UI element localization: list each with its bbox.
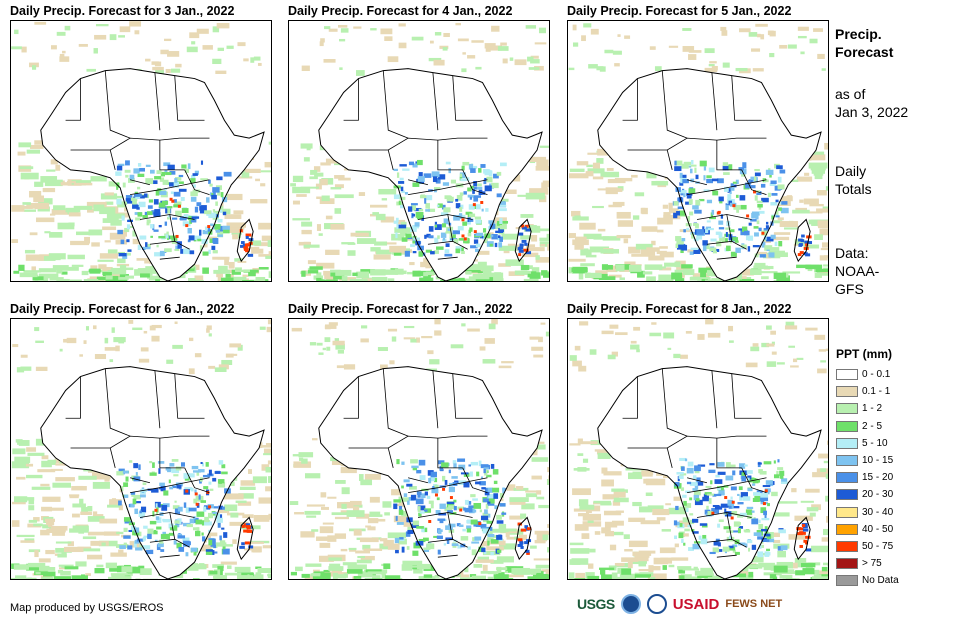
legend-label: 20 - 30 (862, 489, 894, 501)
data-source-label: Data: (835, 245, 869, 261)
legend-label: 50 - 75 (862, 540, 894, 552)
panel-title: Daily Precip. Forecast for 5 Jan., 2022 (567, 4, 792, 18)
legend-label: 2 - 5 (862, 420, 883, 432)
land-precip-layer (116, 459, 254, 557)
totals-label-2: Totals (835, 181, 872, 197)
land-precip-layer (393, 458, 532, 556)
legend-swatch (836, 472, 858, 484)
legend-item: 15 - 20 (836, 469, 899, 486)
legend-swatch (836, 575, 858, 587)
land-precip-layer (115, 160, 254, 259)
legend-label: 15 - 20 (862, 472, 894, 484)
legend-item: 0.1 - 1 (836, 383, 899, 400)
as-of-label: as of (835, 86, 866, 102)
usgs-logo: USGS (577, 596, 615, 612)
precip-map (288, 318, 550, 580)
legend-label: 40 - 50 (862, 523, 894, 535)
noaa-logo-icon (620, 594, 641, 614)
precip-map (10, 318, 272, 580)
forecast-panel: Daily Precip. Forecast for 5 Jan., 2022 (567, 4, 829, 282)
land-precip-layer (393, 159, 532, 257)
precip-map (10, 20, 272, 282)
legend-label: 10 - 15 (862, 455, 894, 467)
legend-swatch (836, 455, 858, 467)
credit-text: Map produced by USGS/EROS (10, 602, 164, 614)
forecast-panel: Daily Precip. Forecast for 7 Jan., 2022 (288, 302, 550, 580)
legend-label: 0.1 - 1 (862, 386, 891, 398)
panel-title: Daily Precip. Forecast for 8 Jan., 2022 (567, 302, 792, 316)
panel-title: Daily Precip. Forecast for 4 Jan., 2022 (288, 4, 513, 18)
usaid-logo: USAID (672, 595, 720, 613)
legend-swatch (836, 523, 858, 535)
panel-title: Daily Precip. Forecast for 6 Jan., 2022 (10, 302, 235, 316)
legend-item: 30 - 40 (836, 504, 899, 521)
africa-landmass (597, 68, 822, 281)
precip-map (567, 318, 829, 580)
forecast-panel: Daily Precip. Forecast for 4 Jan., 2022 (288, 4, 550, 282)
land-precip-layer (672, 159, 813, 258)
legend-swatch (836, 506, 858, 518)
legend-label: > 75 (862, 558, 882, 570)
panel-title: Daily Precip. Forecast for 3 Jan., 2022 (10, 4, 235, 18)
as-of-date: Jan 3, 2022 (835, 104, 909, 120)
forecast-panel: Daily Precip. Forecast for 8 Jan., 2022 (567, 302, 829, 580)
land-precip-layer (673, 457, 812, 558)
legend-swatch (836, 437, 858, 449)
panel-title: Daily Precip. Forecast for 7 Jan., 2022 (288, 302, 513, 316)
legend-item: 0 - 0.1 (836, 366, 899, 383)
logo-strip: USGS USAID FEWS NET (577, 594, 782, 614)
legend-item: 40 - 50 (836, 521, 899, 538)
legend-item: > 75 (836, 555, 899, 572)
legend-swatch (836, 403, 858, 415)
side-title-2: Forecast (835, 44, 894, 60)
totals-label-1: Daily (835, 163, 867, 179)
fews-net-logo: FEWS NET (725, 598, 783, 610)
precip-map (567, 20, 829, 282)
legend: 0 - 0.1 0.1 - 1 1 - 2 2 - 5 5 - 10 10 - 15 15 … (836, 366, 899, 589)
legend-item: 10 - 15 (836, 452, 899, 469)
forecast-panel: Daily Precip. Forecast for 3 Jan., 2022 (10, 4, 272, 282)
legend-swatch (836, 540, 858, 552)
legend-item: 5 - 10 (836, 435, 899, 452)
legend-swatch (836, 369, 858, 381)
legend-title: PPT (mm) (836, 347, 893, 361)
legend-swatch (836, 420, 858, 432)
legend-label: 5 - 10 (862, 437, 888, 449)
legend-item: 50 - 75 (836, 538, 899, 555)
legend-swatch (836, 558, 858, 570)
data-source-name-2: GFS (835, 281, 864, 297)
usaid-seal-icon (646, 594, 667, 614)
ocean-precip-layer (568, 23, 828, 281)
legend-label: 1 - 2 (862, 403, 883, 415)
precip-map (288, 20, 550, 282)
data-source-name-1: NOAA- (835, 263, 880, 279)
legend-label: 30 - 40 (862, 506, 894, 518)
legend-item: No Data (836, 572, 899, 589)
legend-item: 2 - 5 (836, 418, 899, 435)
legend-item: 1 - 2 (836, 400, 899, 417)
legend-swatch (836, 386, 858, 398)
legend-item: 20 - 30 (836, 486, 899, 503)
legend-label: No Data (862, 575, 899, 587)
side-title-1: Precip. (835, 26, 882, 42)
legend-swatch (836, 489, 858, 501)
forecast-panel: Daily Precip. Forecast for 6 Jan., 2022 (10, 302, 272, 580)
legend-label: 0 - 0.1 (862, 369, 891, 381)
